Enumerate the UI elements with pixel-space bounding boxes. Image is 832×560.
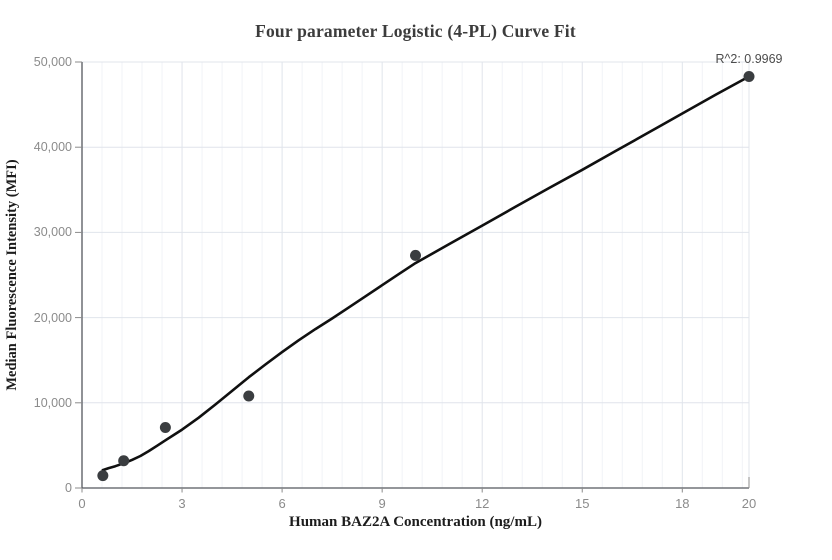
y-tick-label: 10,000 [33,395,72,410]
y-axis-title: Median Fluorescence Intensity (MFI) [4,159,20,391]
x-tick-label: 18 [675,496,690,511]
data-point [410,249,421,261]
y-tick-label: 50,000 [33,55,72,69]
x-tick-label: 9 [378,496,386,511]
x-tick-label: 20 [741,496,757,511]
fit-curve [101,75,751,472]
x-axis-title: Human BAZ2A Concentration (ng/mL) [289,514,542,530]
x-tick-label: 6 [278,496,286,511]
data-point [97,470,109,482]
x-tick-label: 0 [78,496,86,511]
data-point [159,422,171,434]
y-tick-label: 0 [65,481,72,495]
x-tick-label: 12 [474,496,490,511]
x-tick-label: 3 [178,496,186,511]
data-point [243,390,255,402]
r-squared-annotation: R^2: 0.9969 [715,52,783,66]
y-tick-label: 40,000 [33,140,72,155]
data-point [743,70,755,82]
x-tick-label: 15 [575,496,590,511]
chart-title: Four parameter Logistic (4-PL) Curve Fit [255,21,576,41]
data-point [118,455,130,467]
y-tick-label: 20,000 [33,310,72,325]
y-tick-label: 30,000 [33,225,72,240]
